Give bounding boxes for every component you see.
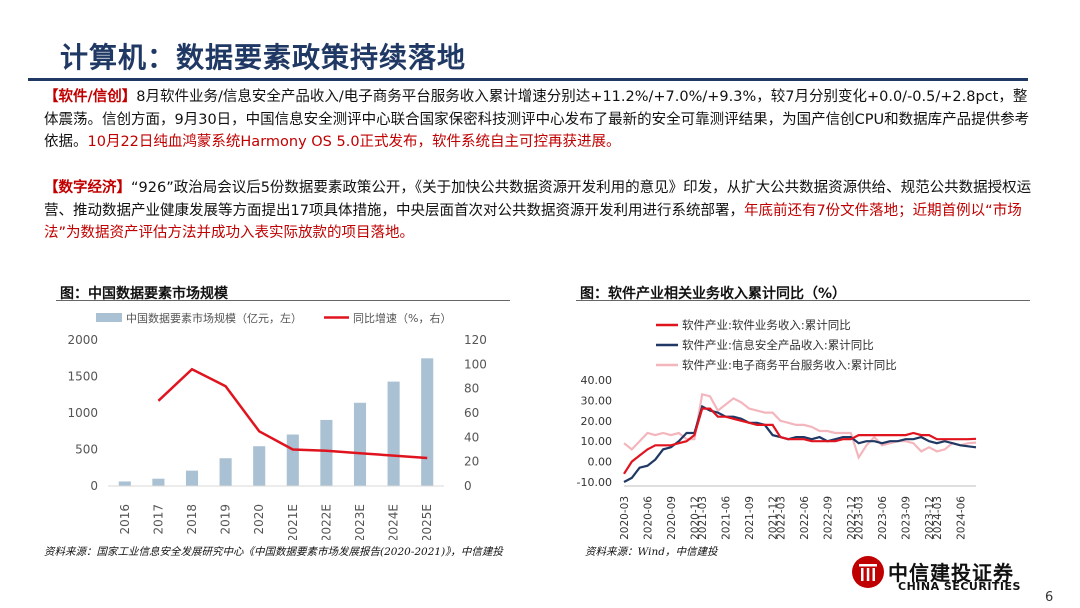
series-line-3 bbox=[623, 392, 977, 461]
x-tick-label: 2022-09 bbox=[822, 496, 834, 540]
software-paragraph: 【软件/信创】8月软件业务/信息安全产品收入/电子商务平台服务收入累计增速分别达… bbox=[44, 86, 1034, 154]
bar-2020 bbox=[253, 446, 266, 486]
x-tick-label: 2021-12 bbox=[768, 496, 780, 540]
left-chart-title-rule bbox=[56, 300, 510, 301]
y-right-tick-label: 60 bbox=[464, 406, 479, 420]
series-line-1 bbox=[623, 407, 977, 475]
bar-2024E bbox=[387, 381, 400, 486]
software-highlight: 10月22日纯血鸿蒙系统Harmony OS 5.0正式发布，软件系统自主可控再… bbox=[87, 134, 621, 150]
bar-2016 bbox=[118, 481, 131, 486]
bar-2021E bbox=[286, 434, 299, 486]
legend-bar-label: 中国数据要素市场规模（亿元，左） bbox=[126, 311, 302, 325]
legend-label-2: 软件产业:信息安全产品收入:累计同比 bbox=[682, 338, 874, 352]
digital-economy-text: “926”政治局会议后5份数据要素政策公开，《关于加快公共数据资源开发利用的意见… bbox=[44, 180, 1032, 219]
logo-chinese-name: 中信建投证券 bbox=[888, 561, 1014, 585]
right-chart-title: 图：软件产业相关业务收入累计同比（%） bbox=[580, 286, 847, 302]
bar-2019 bbox=[219, 458, 232, 486]
bar-2022E bbox=[320, 419, 333, 486]
left-chart-source: 资料来源：国家工业信息安全发展研究中心《中国数据要素市场发展报告(2020-20… bbox=[44, 546, 503, 558]
x-tick-label: 2024E bbox=[387, 504, 401, 540]
left-chart-title: 图：中国数据要素市场规模 bbox=[60, 286, 228, 302]
bar-2025E bbox=[421, 358, 434, 486]
y-tick-label: 30.00 bbox=[581, 394, 613, 407]
x-tick-label: 2023-09 bbox=[901, 496, 913, 540]
x-tick-label: 2024-06 bbox=[955, 496, 967, 540]
y-right-tick-label: 20 bbox=[464, 455, 479, 469]
bar-2018 bbox=[185, 470, 199, 486]
y-tick-label: 20.00 bbox=[581, 415, 613, 428]
y-tick-label: 40.00 bbox=[581, 374, 613, 387]
x-tick-label: 2022-12 bbox=[846, 496, 858, 540]
x-tick-label: 2024-03 bbox=[932, 496, 944, 540]
x-tick-label: 2018 bbox=[185, 504, 199, 535]
logo-english-name: CHINA SECURITIES bbox=[898, 580, 1021, 593]
legend-label-1: 软件产业:软件业务收入:累计同比 bbox=[682, 318, 851, 332]
digital-economy-tag: 【数字经济】 bbox=[44, 180, 131, 196]
x-tick-label: 2020-03 bbox=[619, 496, 631, 540]
x-tick-label: 2023E bbox=[353, 504, 367, 540]
data-market-chart: 中国数据要素市场规模（亿元，左） 同比增速（%，右）050010001500200… bbox=[67, 311, 487, 540]
right-chart-source: 资料来源：Wind，中信建投 bbox=[585, 546, 718, 558]
page-number: 6 bbox=[1045, 590, 1054, 605]
bar-2017 bbox=[152, 478, 165, 486]
y-right-tick-label: 100 bbox=[464, 357, 487, 371]
x-tick-label: 2020-09 bbox=[666, 496, 678, 540]
x-tick-label: 2017 bbox=[151, 504, 165, 535]
x-tick-label: 2020-12 bbox=[689, 496, 701, 540]
x-tick-label: 2022E bbox=[319, 504, 333, 540]
y-left-tick-label: 500 bbox=[75, 443, 98, 457]
title-divider bbox=[28, 78, 1028, 81]
y-left-tick-label: 1000 bbox=[67, 406, 98, 420]
x-tick-label: 2023-06 bbox=[877, 496, 889, 540]
y-right-tick-label: 40 bbox=[464, 430, 479, 444]
x-tick-label: 2021-03 bbox=[697, 496, 709, 540]
bar-2023E bbox=[353, 402, 367, 486]
x-tick-label: 2025E bbox=[420, 504, 434, 540]
y-right-tick-label: 120 bbox=[464, 333, 487, 347]
x-tick-label: 2021-09 bbox=[744, 496, 756, 540]
x-tick-label: 2023-03 bbox=[854, 496, 866, 540]
x-tick-label: 2021-06 bbox=[721, 496, 733, 540]
series-line-2 bbox=[623, 404, 977, 483]
x-tick-label: 2019 bbox=[219, 504, 233, 535]
y-tick-label: 10.00 bbox=[581, 435, 613, 448]
x-tick-label: 2023-12 bbox=[924, 496, 936, 540]
x-tick-label: 2022-06 bbox=[799, 496, 811, 540]
legend-line-label: 同比增速（%，右） bbox=[353, 311, 451, 325]
y-tick-label: -10.00 bbox=[577, 476, 612, 489]
y-tick-label: 0.00 bbox=[588, 456, 613, 469]
software-growth-chart: 软件产业:软件业务收入:累计同比软件产业:信息安全产品收入:累计同比软件产业:电… bbox=[577, 318, 977, 540]
china-securities-logo-icon bbox=[852, 556, 884, 588]
x-tick-label: 2020-06 bbox=[642, 496, 654, 540]
y-left-tick-label: 0 bbox=[90, 479, 98, 493]
growth-rate-line bbox=[157, 367, 428, 460]
x-tick-label: 2016 bbox=[118, 504, 132, 535]
y-right-tick-label: 0 bbox=[464, 479, 472, 493]
x-tick-label: 2022-03 bbox=[775, 496, 787, 540]
y-right-tick-label: 80 bbox=[464, 382, 479, 396]
legend-label-3: 软件产业:电子商务平台服务收入:累计同比 bbox=[682, 358, 897, 372]
y-left-tick-label: 1500 bbox=[67, 370, 98, 384]
software-tag: 【软件/信创】 bbox=[44, 89, 137, 105]
digital-economy-highlight: 年底前还有7份文件落地；近期首例以“市场法”为数据资产评估方法并成功入表实际放款… bbox=[44, 202, 1022, 242]
digital-economy-paragraph: 【数字经济】“926”政治局会议后5份数据要素政策公开，《关于加快公共数据资源开… bbox=[44, 177, 1034, 245]
x-tick-label: 2021E bbox=[286, 504, 300, 540]
right-chart-title-rule bbox=[576, 300, 1030, 301]
x-tick-label: 2020 bbox=[252, 504, 266, 535]
page-title: 计算机：数据要素政策持续落地 bbox=[60, 41, 467, 74]
software-text: 8月软件业务/信息安全产品收入/电子商务平台服务收入累计增速分别达+11.2%/… bbox=[44, 89, 1030, 150]
legend-bar-swatch bbox=[96, 313, 122, 322]
y-left-tick-label: 2000 bbox=[67, 333, 98, 347]
